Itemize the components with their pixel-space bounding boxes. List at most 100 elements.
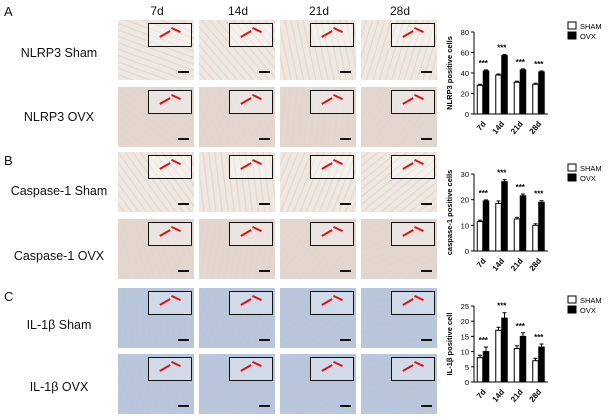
x-tick-label: 28d xyxy=(528,256,544,272)
x-tick-label: 14d xyxy=(491,119,507,135)
bar-sham xyxy=(513,81,521,115)
scale-bar xyxy=(340,138,351,140)
micrograph-tile xyxy=(280,288,356,348)
micrograph-inset xyxy=(391,357,435,381)
caspase1-bar-chart: 0 10 20 30 caspase-1 positive cells *** 7d *** 1… xyxy=(445,163,602,273)
scale-bar xyxy=(340,71,351,73)
micrograph-inset xyxy=(391,222,435,246)
column-header-21d: 21d xyxy=(308,4,330,18)
micrograph-tile xyxy=(199,87,275,147)
micrograph-tile xyxy=(280,152,356,212)
micrograph-inset xyxy=(229,23,273,47)
legend-swatch xyxy=(567,31,577,40)
row-label-caspase1-sham: Caspase-1 Sham xyxy=(10,184,108,198)
bar-ovx xyxy=(538,201,545,252)
micrograph-tile xyxy=(361,219,437,279)
scale-bar xyxy=(178,138,189,140)
micrograph-tile xyxy=(118,20,194,80)
x-tick-label: 7d xyxy=(475,119,488,132)
micrograph-inset xyxy=(310,222,354,246)
micrograph-tile xyxy=(361,20,437,80)
significance-label: *** xyxy=(516,322,526,331)
x-tick-label: 28d xyxy=(528,387,544,403)
micrograph-tile xyxy=(361,354,437,414)
legend-label: SHAM xyxy=(580,164,602,173)
x-tick-label: 21d xyxy=(509,256,525,272)
y-tick-label: 20 xyxy=(461,196,469,205)
y-tick-label: 10 xyxy=(461,348,469,357)
scale-bar xyxy=(178,203,189,205)
micrograph-inset xyxy=(229,90,273,114)
micrograph-tile xyxy=(118,354,194,414)
y-axis-label: IL-1β positive cell xyxy=(445,313,454,376)
scale-bar xyxy=(340,203,351,205)
significance-label: *** xyxy=(497,169,507,178)
micrograph-tile xyxy=(118,288,194,348)
legend-swatch xyxy=(567,173,577,182)
micrograph-inset xyxy=(148,357,192,381)
bar-sham xyxy=(495,329,502,383)
bar-ovx xyxy=(501,181,508,252)
y-axis-label: NLRP3 positive cells xyxy=(445,36,454,110)
column-header-28d: 28d xyxy=(389,4,411,18)
column-header-14d: 14d xyxy=(227,4,249,18)
micrograph-tile xyxy=(280,219,356,279)
micrograph-inset xyxy=(148,23,192,47)
micrograph-tile xyxy=(118,152,194,212)
legend-label: OVX xyxy=(580,306,596,315)
scale-bar xyxy=(259,405,270,407)
micrograph-tile xyxy=(280,354,356,414)
micrograph-tile xyxy=(118,219,194,279)
x-tick-label: 7d xyxy=(475,387,488,400)
micrograph-inset xyxy=(148,90,192,114)
scale-bar xyxy=(259,270,270,272)
bar-ovx xyxy=(538,71,545,115)
bar-ovx xyxy=(501,317,508,383)
bar-ovx xyxy=(482,200,490,252)
row-label-nlrp3-ovx: NLRP3 OVX xyxy=(23,110,95,124)
scale-bar xyxy=(259,203,270,205)
significance-label: *** xyxy=(534,333,544,342)
bar-ovx xyxy=(519,69,527,115)
bar-sham xyxy=(532,224,539,252)
y-tick-label: 60 xyxy=(461,49,469,58)
significance-label: *** xyxy=(534,60,544,69)
micrograph-tile xyxy=(199,288,275,348)
scale-bar xyxy=(340,405,351,407)
y-tick-label: 40 xyxy=(461,69,469,78)
significance-label: *** xyxy=(516,183,526,192)
micrograph-inset xyxy=(310,90,354,114)
scale-bar xyxy=(178,270,189,272)
scale-bar xyxy=(178,405,189,407)
y-tick-label: 25 xyxy=(461,302,469,311)
row-label-nlrp3-sham: NLRP3 Sham xyxy=(20,46,98,60)
bar-sham xyxy=(532,360,539,383)
scale-bar xyxy=(178,71,189,73)
micrograph-tile xyxy=(361,288,437,348)
micrograph-tile xyxy=(361,152,437,212)
x-tick-label: 28d xyxy=(528,119,544,135)
bar-sham xyxy=(495,203,502,252)
legend-label: OVX xyxy=(580,32,596,41)
x-tick-label: 21d xyxy=(509,387,525,403)
scale-bar xyxy=(421,203,432,205)
y-tick-label: 0 xyxy=(465,110,469,119)
scale-bar xyxy=(421,71,432,73)
bar-sham xyxy=(513,218,521,252)
legend-swatch xyxy=(567,295,577,304)
micrograph-inset xyxy=(310,291,354,315)
scale-bar xyxy=(340,270,351,272)
significance-label: *** xyxy=(479,336,489,345)
bar-sham xyxy=(513,348,521,383)
y-axis-label: caspase-1 positive cells xyxy=(445,170,454,255)
y-tick-label: 80 xyxy=(461,28,469,37)
bar-ovx xyxy=(519,335,527,383)
legend-label: SHAM xyxy=(580,296,602,305)
bar-ovx xyxy=(482,351,490,383)
bar-sham xyxy=(476,220,484,252)
micrograph-inset xyxy=(148,155,192,179)
legend-swatch xyxy=(567,163,577,172)
micrograph-tile xyxy=(199,354,275,414)
bar-sham xyxy=(495,74,502,115)
bar-sham xyxy=(476,84,484,115)
